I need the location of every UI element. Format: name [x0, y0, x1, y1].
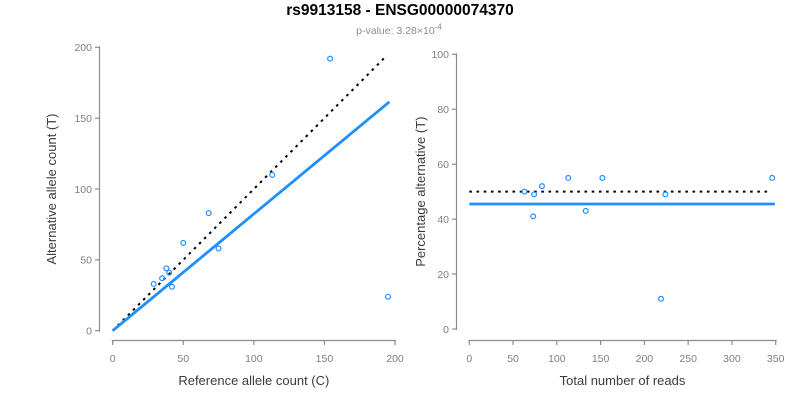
x-tick-label: 150: [316, 353, 334, 365]
data-point: [530, 213, 537, 220]
data-point: [159, 275, 166, 282]
y-axis-title: Percentage alternative (T): [413, 117, 428, 267]
x-tick-label: 150: [592, 353, 610, 365]
data-point: [180, 239, 187, 246]
x-tick-label: 100: [548, 353, 566, 365]
data-point: [538, 183, 545, 190]
x-tick-label: 250: [679, 353, 697, 365]
data-point: [658, 295, 665, 302]
regression-line: [111, 100, 391, 332]
data-point: [565, 174, 572, 181]
y-tick-label: 0: [443, 324, 449, 336]
data-point: [215, 245, 222, 252]
data-point: [163, 265, 170, 272]
data-point: [769, 174, 776, 181]
data-point: [521, 188, 528, 195]
y-axis-title: Alternative allele count (T): [44, 113, 59, 264]
y-tick-label: 50: [80, 255, 92, 267]
y-tick-label: 100: [74, 184, 92, 196]
data-point: [582, 207, 589, 214]
data-point: [662, 191, 669, 198]
data-point: [531, 191, 538, 198]
left-scatter-plot: 0 50 100 150 200 0 50 100 150 200 Reference allele…: [44, 42, 404, 388]
figure-title: rs9913158 - ENSG00000074370: [286, 2, 514, 19]
pvalue-text: p-value: 3.28×10: [356, 25, 435, 37]
x-tick-label: 300: [723, 353, 741, 365]
y-tick-label: 0: [86, 326, 92, 338]
data-point: [327, 55, 334, 62]
x-axis-title: Total number of reads: [560, 373, 686, 388]
data-point: [150, 280, 157, 287]
data-point: [166, 269, 173, 276]
pvalue-subtitle: p-value: 3.28×10-4: [356, 23, 442, 38]
data-point: [384, 293, 391, 300]
right-scatter-plot: 0 50 100 150 200 250 300 350 0 20 40 60 80 100 Total n…: [413, 49, 785, 388]
y-tick-label: 150: [74, 113, 92, 125]
data-point: [269, 171, 276, 178]
x-tick-label: 0: [110, 353, 116, 365]
y-tick-label: 100: [431, 49, 449, 61]
x-tick-label: 100: [245, 353, 263, 365]
x-tick-label: 50: [507, 353, 519, 365]
data-point: [205, 210, 212, 217]
y-tick-label: 40: [437, 214, 449, 226]
y-tick-label: 20: [437, 269, 449, 281]
x-tick-label: 200: [636, 353, 654, 365]
y-tick-label: 80: [437, 104, 449, 116]
y-tick-label: 200: [74, 42, 92, 54]
x-tick-label: 0: [466, 353, 472, 365]
pvalue-exponent: -4: [435, 23, 443, 32]
x-axis-title: Reference allele count (C): [178, 373, 329, 388]
y-tick-label: 60: [437, 159, 449, 171]
x-tick-label: 50: [177, 353, 189, 365]
x-tick-label: 350: [767, 353, 785, 365]
data-point: [599, 174, 606, 181]
identity-line: [111, 55, 388, 332]
data-point: [168, 283, 175, 290]
x-tick-label: 200: [386, 353, 404, 365]
